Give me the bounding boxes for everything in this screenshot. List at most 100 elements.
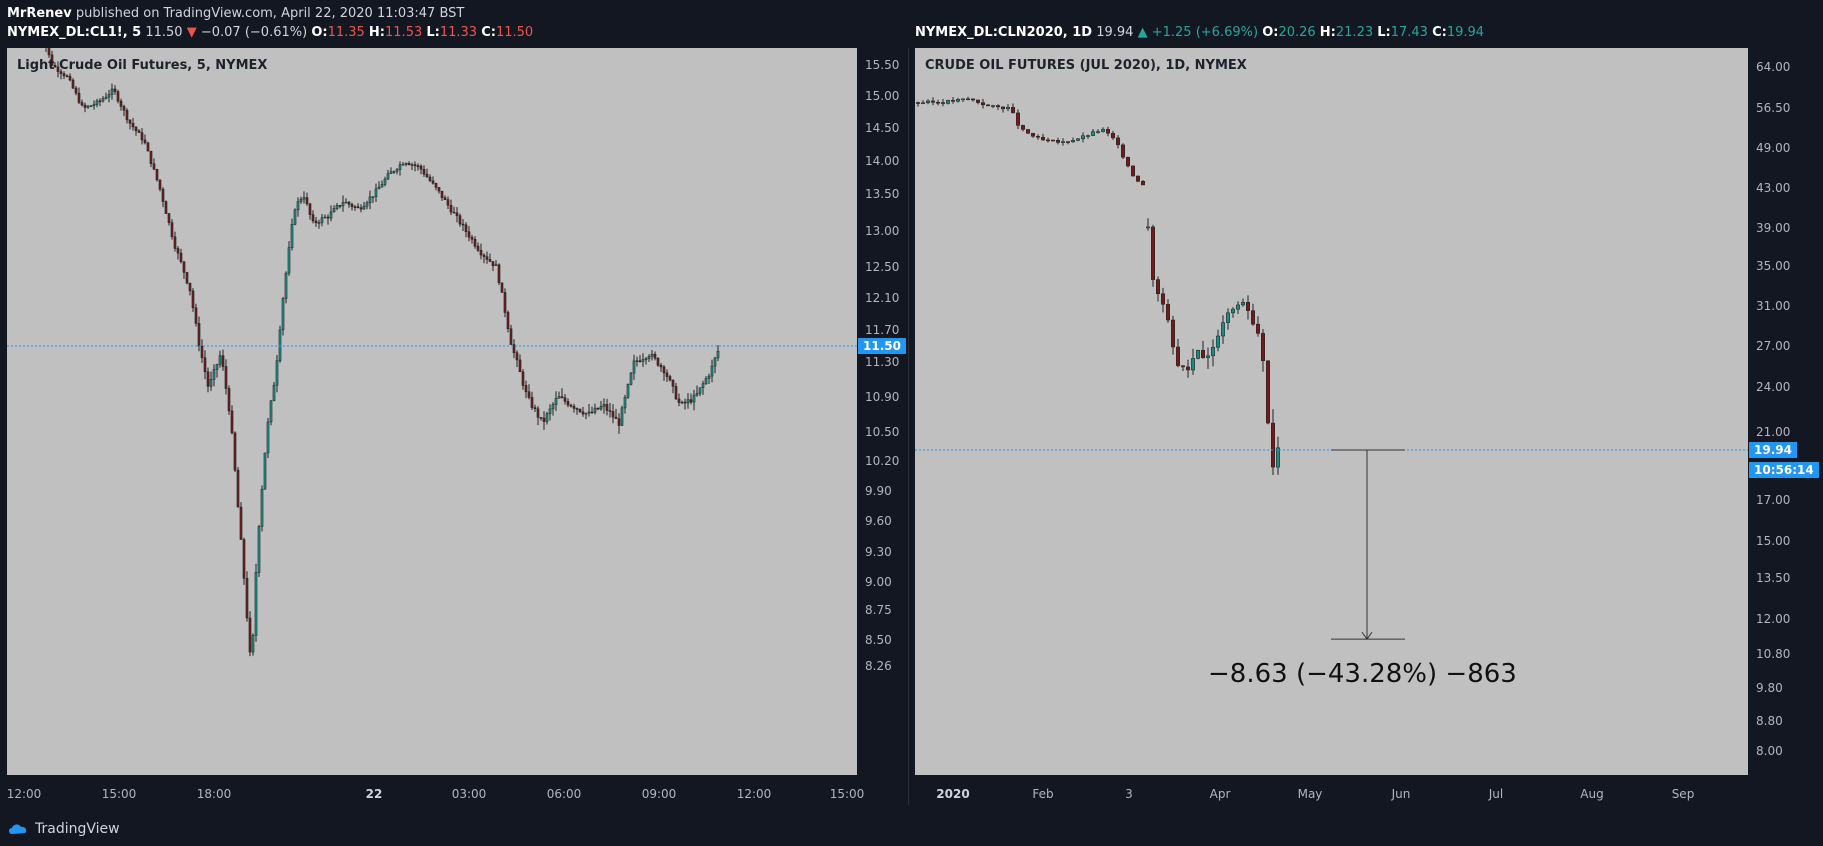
left-candle-body <box>701 383 705 388</box>
left-candle-body <box>332 208 336 213</box>
left-candle-body <box>689 399 693 403</box>
left-candle-body <box>524 385 528 393</box>
left-candle-body <box>323 216 327 219</box>
left-candle-body <box>347 201 351 205</box>
left-candle-body <box>77 92 81 103</box>
left-candle-body <box>167 213 171 223</box>
right-candle-body <box>941 102 945 104</box>
left-candle-body <box>233 432 237 471</box>
left-candle-body <box>602 404 606 407</box>
right-y-tick: 49.00 <box>1756 141 1791 155</box>
right-candles-svg <box>915 96 1748 640</box>
left-candle-body <box>269 400 273 423</box>
left-candle-body <box>566 401 570 406</box>
left-candle-body <box>53 65 57 68</box>
author-name[interactable]: MrRenev <box>7 6 72 21</box>
left-price-axis[interactable]: 15.50 15.00 14.50 14.00 13.50 13.00 12.50 12.10… <box>857 48 917 775</box>
left-candle-body <box>686 399 690 404</box>
cloud-logo-icon <box>9 824 27 834</box>
left-candle-body <box>200 345 204 358</box>
right-chart-plot[interactable]: CRUDE OIL FUTURES (JUL 2020), 1D, NYMEX … <box>915 48 1748 775</box>
left-candle-body <box>464 224 468 232</box>
left-chart-plot[interactable]: Light Crude Oil Futures, 5, NYMEX <box>7 48 857 775</box>
left-candle-body <box>329 211 333 219</box>
left-x-tick: 18:00 <box>196 787 232 801</box>
right-symbol[interactable]: NYMEX_DL:CLN2020, 1D <box>915 25 1093 40</box>
left-candle-body <box>302 197 306 200</box>
left-candle-body <box>617 418 621 426</box>
left-y-tick: 9.00 <box>865 575 892 589</box>
right-y-tick: 56.50 <box>1756 101 1791 115</box>
left-x-tick: 22 <box>365 787 383 801</box>
right-candle-body <box>1151 226 1155 280</box>
left-x-tick: 09:00 <box>641 787 677 801</box>
left-candle-body <box>365 202 369 207</box>
left-y-tick: 13.00 <box>865 224 900 238</box>
right-candle-body <box>1196 350 1200 359</box>
left-candle-body <box>425 173 429 178</box>
right-candle-body <box>1276 447 1280 468</box>
left-candle-body <box>209 379 213 387</box>
left-candle-body <box>611 411 615 418</box>
left-candle-body <box>422 169 426 175</box>
right-candle-body <box>1191 358 1195 371</box>
left-candle-body <box>608 410 612 412</box>
left-candle-body <box>221 355 225 367</box>
footer-brand[interactable]: TradingView <box>7 821 120 837</box>
left-y-tick: 15.50 <box>865 58 900 72</box>
right-chart-title: CRUDE OIL FUTURES (JUL 2020), 1D, NYMEX <box>925 58 1247 73</box>
left-candle-body <box>257 526 261 573</box>
right-y-tick: 13.50 <box>1756 571 1791 585</box>
left-candle-body <box>536 408 540 418</box>
left-candle-body <box>47 48 51 56</box>
left-candle-body <box>479 250 483 256</box>
right-candle-body <box>1131 165 1135 177</box>
right-candle-body <box>1216 335 1220 348</box>
left-candle-body <box>293 209 297 225</box>
right-candle-body <box>1121 144 1125 158</box>
left-candle-body <box>521 371 525 386</box>
left-candle-body <box>137 130 141 133</box>
right-price-axis[interactable]: 64.00 56.50 49.00 43.00 39.00 35.00 31.00 27.00… <box>1748 48 1808 775</box>
right-candle-body <box>1146 226 1150 229</box>
left-candle-body <box>677 398 681 403</box>
left-candle-body <box>707 375 711 379</box>
left-candle-body <box>242 539 246 579</box>
left-candle-body <box>500 282 504 293</box>
left-candle-body <box>680 401 684 404</box>
left-time-axis[interactable]: 12:00 15:00 18:00 22 03:00 06:00 09:00 12:00 15:… <box>7 778 865 808</box>
left-candle-body <box>152 163 156 170</box>
left-symbol[interactable]: NYMEX_DL:CL1!, 5 <box>7 25 142 40</box>
left-candle-body <box>683 401 687 404</box>
panel-divider <box>908 48 909 805</box>
left-candle-body <box>413 164 417 166</box>
right-y-tick: 15.00 <box>1756 534 1791 548</box>
left-candle-body <box>320 217 324 223</box>
right-x-tick: Aug <box>1580 787 1604 801</box>
left-candle-body <box>665 372 669 377</box>
left-candle-body <box>62 73 66 77</box>
left-y-tick: 10.20 <box>865 454 900 468</box>
left-candle-body <box>599 406 603 410</box>
left-candle-body <box>431 180 435 184</box>
left-candle-body <box>236 469 240 508</box>
left-x-tick: 12:00 <box>736 787 772 801</box>
right-candle-body <box>966 98 970 101</box>
left-candle-body <box>155 168 159 181</box>
left-candle-body <box>125 110 129 121</box>
left-candle-body <box>266 421 270 454</box>
left-candle-body <box>338 205 342 207</box>
right-candle-body <box>961 98 965 101</box>
right-candle-body <box>1016 112 1020 126</box>
left-candle-body <box>191 290 195 309</box>
right-candle-body <box>956 98 960 102</box>
left-change: −0.07 (−0.61%) <box>200 25 308 40</box>
right-candle-body <box>991 105 995 107</box>
right-candle-body <box>1261 333 1265 362</box>
left-y-tick: 15.00 <box>865 89 900 103</box>
left-candle-body <box>545 413 549 422</box>
right-time-axis[interactable]: 2020 Feb 3 Apr May Jun Jul Aug Sep <box>915 778 1748 808</box>
left-candle-body <box>659 365 663 368</box>
measure-label: −8.63 (−43.28%) −863 <box>1208 659 1517 690</box>
left-last-price-tag: 11.50 <box>858 338 906 354</box>
